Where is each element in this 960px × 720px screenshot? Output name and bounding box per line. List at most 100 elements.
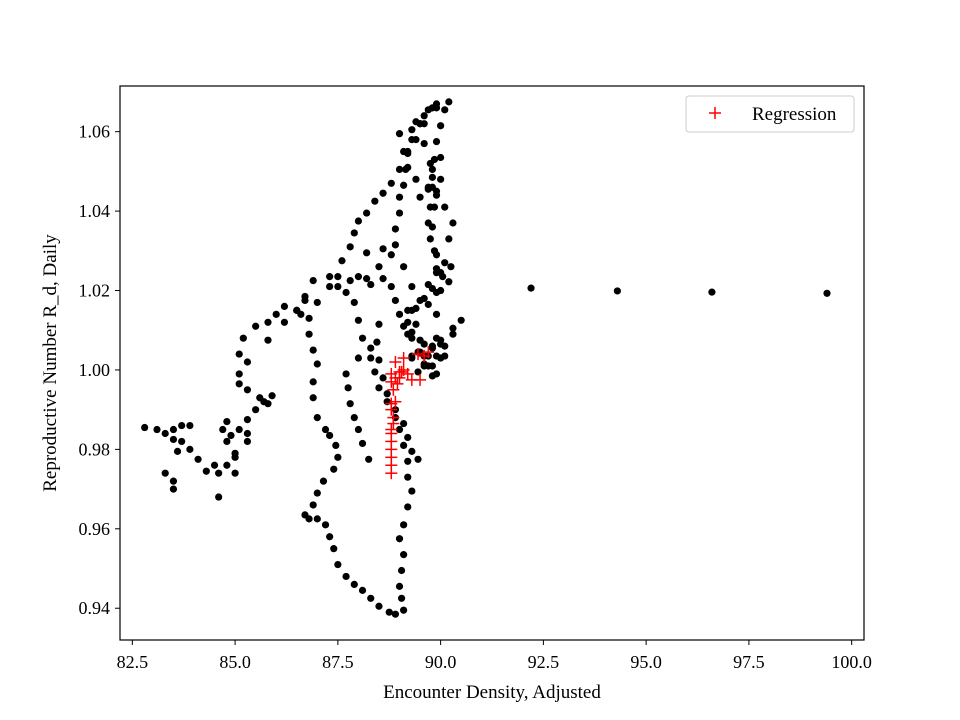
observation-point xyxy=(321,425,330,434)
observation-point xyxy=(169,477,178,485)
observation-point xyxy=(420,112,428,120)
legend: Regression xyxy=(685,95,855,133)
observation-point xyxy=(412,118,420,126)
observation-point xyxy=(309,394,317,402)
observation-point xyxy=(424,185,432,193)
observation-point xyxy=(395,582,404,590)
observation-point xyxy=(367,280,375,289)
observation-point xyxy=(416,296,424,305)
observation-point xyxy=(404,503,412,511)
observation-point xyxy=(441,203,449,211)
observation-point xyxy=(210,461,219,469)
observation-point xyxy=(313,489,321,497)
x-tick-label: 92.5 xyxy=(528,652,560,672)
observation-point xyxy=(428,165,436,173)
observation-point xyxy=(385,608,393,616)
regression-point xyxy=(385,423,398,436)
observation-point xyxy=(332,441,340,450)
y-tick-label: 1.02 xyxy=(79,281,111,301)
observation-point xyxy=(334,560,342,569)
regression-point xyxy=(385,397,398,410)
observation-point xyxy=(272,310,280,318)
observation-point xyxy=(391,296,400,305)
observation-point xyxy=(223,417,231,426)
observation-point xyxy=(326,533,334,541)
x-tick-label: 87.5 xyxy=(322,652,354,672)
observation-point xyxy=(264,318,272,326)
observation-point xyxy=(432,310,441,318)
x-tick-label: 82.5 xyxy=(117,652,149,672)
observation-point xyxy=(330,465,338,473)
observation-point xyxy=(404,457,412,465)
observation-point xyxy=(432,251,441,259)
observation-point xyxy=(363,275,371,283)
observation-point xyxy=(408,334,416,342)
observation-point xyxy=(309,346,317,354)
observation-point xyxy=(395,130,404,138)
observation-point xyxy=(326,431,334,440)
observation-point xyxy=(371,368,379,376)
observation-point xyxy=(414,455,422,463)
observation-point xyxy=(397,566,406,575)
observation-point xyxy=(223,461,231,469)
observation-point xyxy=(194,455,202,463)
observation-point xyxy=(301,296,309,305)
observation-point xyxy=(437,175,445,183)
observation-point xyxy=(428,372,436,380)
observation-point xyxy=(344,384,352,392)
observation-point xyxy=(402,165,410,173)
observation-point xyxy=(350,580,358,589)
observation-point xyxy=(342,288,350,297)
observation-point xyxy=(334,273,342,281)
regression-point xyxy=(389,356,402,369)
observation-point xyxy=(387,251,395,259)
observation-point xyxy=(400,322,408,330)
y-tick-label: 1.06 xyxy=(79,122,111,142)
observation-point xyxy=(260,398,268,406)
regression-point xyxy=(395,365,408,378)
y-tick-label: 0.96 xyxy=(79,519,111,539)
regression-point xyxy=(391,377,404,390)
observation-point xyxy=(338,257,346,265)
observation-point xyxy=(235,425,243,434)
observation-point xyxy=(173,447,182,455)
observation-point xyxy=(432,288,441,297)
observation-point xyxy=(432,269,441,277)
y-tick-label: 1.04 xyxy=(79,201,111,221)
observation-point xyxy=(309,378,317,386)
regression-point xyxy=(397,352,410,365)
observation-point xyxy=(354,425,363,434)
observation-point xyxy=(391,241,400,249)
observation-point xyxy=(527,284,535,292)
observation-point xyxy=(613,287,621,295)
observation-point xyxy=(375,602,383,610)
legend-label: Regression xyxy=(752,104,837,125)
observation-point xyxy=(354,217,363,225)
observation-point xyxy=(215,493,223,501)
observation-point xyxy=(420,139,428,148)
observation-point xyxy=(354,354,363,362)
regression-point xyxy=(418,350,431,363)
observation-point xyxy=(400,441,408,450)
observation-point xyxy=(313,414,321,422)
regression-point xyxy=(414,373,427,386)
observation-point xyxy=(387,282,395,291)
x-tick-label: 97.5 xyxy=(733,652,765,672)
observation-point xyxy=(395,209,404,217)
observation-point xyxy=(375,356,383,364)
observation-point xyxy=(141,423,149,432)
legend-box xyxy=(685,95,855,133)
observation-point xyxy=(219,425,227,434)
observation-point xyxy=(395,165,404,173)
regression-point xyxy=(393,371,406,384)
observation-point xyxy=(354,273,363,281)
observation-point xyxy=(373,338,381,346)
observation-point xyxy=(358,439,367,448)
observation-point xyxy=(305,330,313,338)
observation-point xyxy=(408,447,416,455)
observation-point xyxy=(424,219,432,227)
observation-point xyxy=(215,469,223,477)
observation-point xyxy=(432,187,441,195)
x-tick-label: 90.0 xyxy=(425,652,457,672)
observation-point xyxy=(326,273,334,281)
